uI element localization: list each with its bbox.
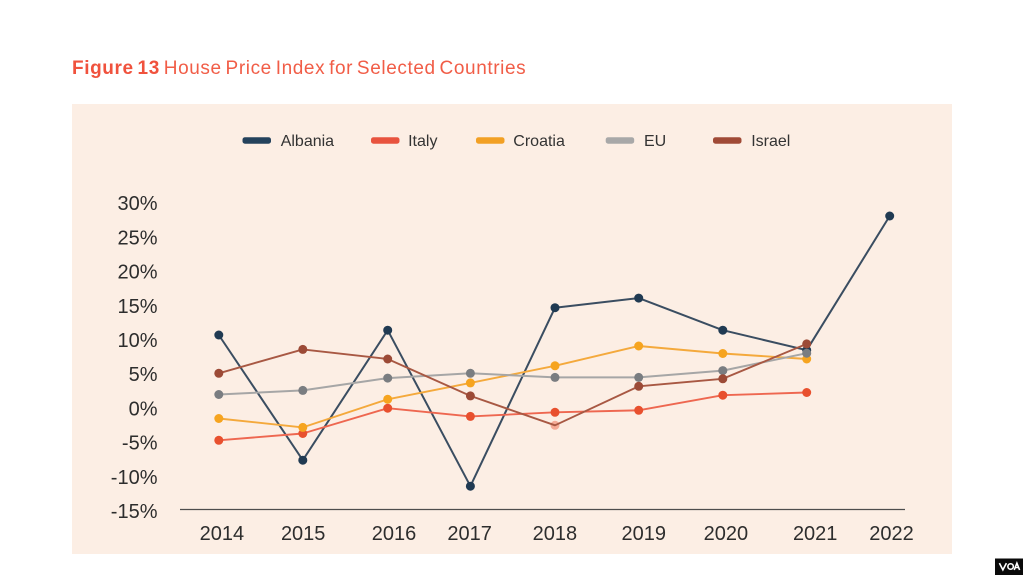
svg-text:-5%: -5% xyxy=(122,433,158,455)
svg-text:30%: 30% xyxy=(117,193,157,215)
svg-text:2021: 2021 xyxy=(793,523,838,545)
svg-text:-10%: -10% xyxy=(111,467,158,489)
svg-text:20%: 20% xyxy=(117,262,157,284)
svg-text:-15%: -15% xyxy=(111,501,158,523)
svg-text:2017: 2017 xyxy=(447,523,492,545)
svg-text:2020: 2020 xyxy=(704,523,749,545)
svg-text:Israel: Israel xyxy=(751,133,790,150)
svg-text:10%: 10% xyxy=(117,330,157,352)
svg-text:2016: 2016 xyxy=(372,523,417,545)
svg-text:2022: 2022 xyxy=(869,523,914,545)
svg-text:EU: EU xyxy=(644,133,666,150)
svg-text:2018: 2018 xyxy=(533,523,578,545)
svg-text:15%: 15% xyxy=(117,296,157,318)
svg-text:5%: 5% xyxy=(129,364,158,386)
svg-text:0%: 0% xyxy=(129,398,158,420)
svg-text:Figure 13 House Price Index fo: Figure 13 House Price Index for Selected… xyxy=(72,58,526,79)
svg-text:Albania: Albania xyxy=(281,133,334,150)
svg-text:Croatia: Croatia xyxy=(513,133,565,150)
svg-text:2019: 2019 xyxy=(622,523,667,545)
svg-text:Italy: Italy xyxy=(408,133,437,150)
svg-text:2014: 2014 xyxy=(200,523,245,545)
svg-text:2015: 2015 xyxy=(281,523,326,545)
svg-text:25%: 25% xyxy=(117,227,157,249)
